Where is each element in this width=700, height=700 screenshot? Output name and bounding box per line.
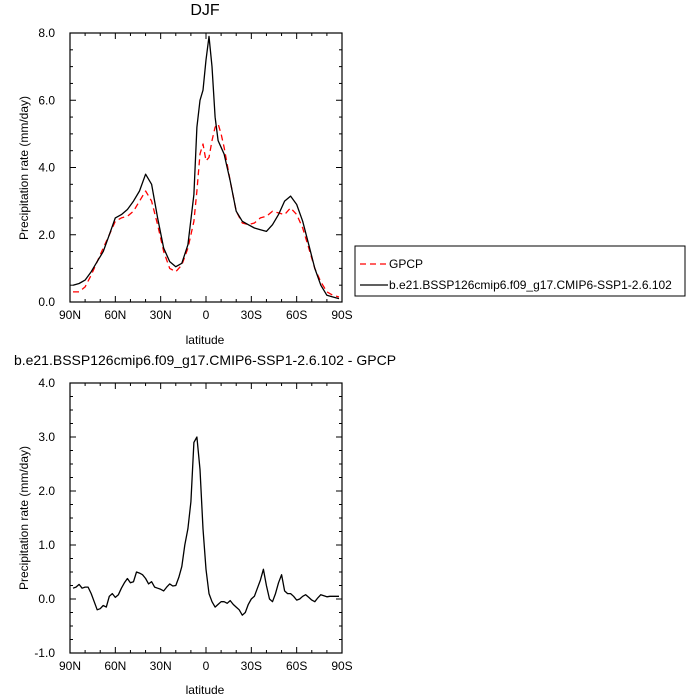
x-tick-label: 60N — [104, 659, 126, 673]
x-tick-label: 90N — [59, 659, 81, 673]
x-tick-label: 30S — [241, 659, 262, 673]
x-tick-label: 30S — [241, 308, 262, 322]
series-group — [72, 35, 340, 300]
x-tick-label: 60N — [104, 308, 126, 322]
y-axis-label: Precipitation rate (mm/day) — [17, 96, 31, 240]
y-tick-label: 0.0 — [38, 592, 55, 606]
y-tick-label: -1.0 — [34, 646, 55, 660]
axis-ticks: 90N 60N 30N 0 30S 60S 90S 0.0 2.0 4.0 6.0 8.0 — [38, 26, 352, 322]
x-tick-label: 30N — [150, 308, 172, 322]
y-tick-label: 3.0 — [38, 430, 55, 444]
x-tick-label: 60S — [286, 308, 307, 322]
legend: GPCP b.e21.BSSP126cmip6.f09_g17.CMIP6-SS… — [354, 245, 686, 297]
x-tick-label: 90S — [331, 308, 352, 322]
x-tick-label: 90S — [331, 659, 352, 673]
x-tick-label: 30N — [150, 659, 172, 673]
x-tick-label: 0 — [203, 308, 210, 322]
legend-box — [354, 245, 686, 297]
x-axis-label: latitude — [186, 683, 225, 697]
chart-title: b.e21.BSSP126cmip6.f09_g17.CMIP6-SSP1-2.… — [14, 352, 396, 368]
series-line-difference — [72, 436, 339, 616]
y-tick-label: 0.0 — [38, 295, 55, 309]
y-axis-label: Precipitation rate (mm/day) — [17, 446, 31, 590]
x-axis-label: latitude — [186, 333, 225, 347]
x-tick-label: 90N — [59, 308, 81, 322]
legend-label-model: b.e21.BSSP126cmip6.f09_g17.CMIP6-SSP1-2.… — [389, 278, 672, 292]
chart-title: DJF — [190, 2, 220, 19]
y-tick-label: 2.0 — [38, 484, 55, 498]
y-tick-label: 4.0 — [38, 161, 55, 175]
axis-ticks: 90N 60N 30N 0 30S 60S 90S -1.0 0.0 1.0 2.0 3.0 4.0 — [34, 376, 352, 673]
chart-bottom: b.e21.BSSP126cmip6.f09_g17.CMIP6-SSP1-2.… — [14, 352, 396, 697]
y-tick-label: 2.0 — [38, 228, 55, 242]
plot-frame — [69, 32, 343, 303]
y-tick-label: 6.0 — [38, 93, 55, 107]
series-group — [72, 436, 339, 616]
series-line-b-e21-bssp126cmip6-f09-g17-cmip6-ssp1-2-6-102 — [72, 35, 340, 300]
y-tick-label: 4.0 — [38, 376, 55, 390]
legend-label-gpcp: GPCP — [389, 257, 423, 271]
x-tick-label: 0 — [203, 659, 210, 673]
plot-frame — [69, 382, 343, 654]
y-tick-label: 8.0 — [38, 26, 55, 40]
chart-top: DJF 90N 60N 30N 0 30S 60S 90S 0.0 2.0 4.0 6.0 8.0 l… — [17, 2, 686, 347]
x-tick-label: 60S — [286, 659, 307, 673]
series-line-gpcp — [73, 123, 340, 298]
y-tick-label: 1.0 — [38, 538, 55, 552]
